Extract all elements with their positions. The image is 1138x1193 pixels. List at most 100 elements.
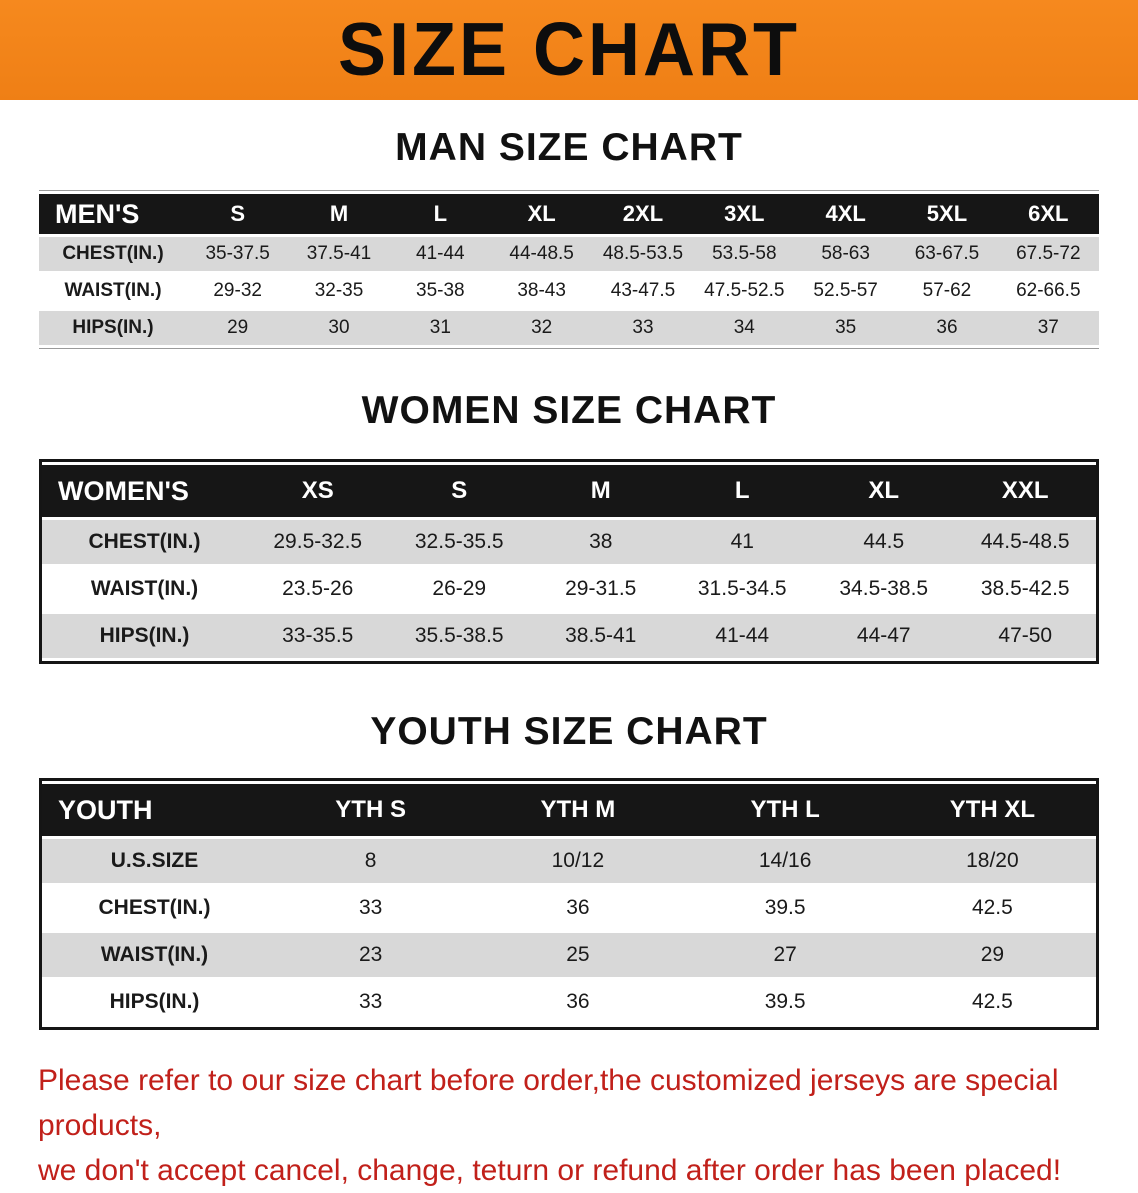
size-value-cell: 63-67.5 [896, 237, 998, 271]
size-column-header: M [288, 194, 390, 234]
size-value-cell: 42.5 [888, 886, 1096, 930]
row-label-cell: WAIST(IN.) [39, 274, 187, 308]
size-column-header: XXL [954, 465, 1096, 517]
size-value-cell: 47.5-52.5 [693, 274, 795, 308]
measurement-row: HIPS(IN.) 33 36 39.5 42.5 [42, 980, 1096, 1024]
row-label-cell: CHEST(IN.) [42, 886, 267, 930]
measurement-row: HIPS(IN.) 29 30 31 32 33 34 35 36 37 [39, 311, 1099, 345]
size-value-cell: 35-37.5 [187, 237, 289, 271]
size-value-cell: 14/16 [681, 839, 889, 883]
size-value-cell: 33 [267, 980, 475, 1024]
header-row: YOUTH YTH S YTH M YTH L YTH XL [42, 784, 1096, 836]
size-value-cell: 31 [389, 311, 491, 345]
row-label-cell: CHEST(IN.) [39, 237, 187, 271]
size-value-cell: 33-35.5 [247, 614, 389, 658]
size-value-cell: 36 [474, 980, 682, 1024]
measurement-row: HIPS(IN.) 33-35.5 35.5-38.5 38.5-41 41-44 44-… [42, 614, 1096, 658]
size-value-cell: 26-29 [388, 567, 530, 611]
size-value-cell: 34 [693, 311, 795, 345]
size-value-cell: 41-44 [671, 614, 813, 658]
size-value-cell: 29.5-32.5 [247, 520, 389, 564]
size-value-cell: 34.5-38.5 [813, 567, 955, 611]
measurement-row: WAIST(IN.) 23.5-26 26-29 29-31.5 31.5-34.5 34… [42, 567, 1096, 611]
size-column-header: L [389, 194, 491, 234]
measurement-row: U.S.SIZE 8 10/12 14/16 18/20 [42, 839, 1096, 883]
size-value-cell: 32-35 [288, 274, 390, 308]
size-value-cell: 38.5-42.5 [954, 567, 1096, 611]
size-value-cell: 35-38 [389, 274, 491, 308]
page-title: SIZE CHART [338, 8, 800, 93]
size-value-cell: 35.5-38.5 [388, 614, 530, 658]
size-value-cell: 23.5-26 [247, 567, 389, 611]
size-column-header: 6XL [997, 194, 1099, 234]
size-column-header: YTH XL [888, 784, 1096, 836]
disclaimer-line-2: we don't accept cancel, change, teturn o… [38, 1154, 1062, 1187]
size-value-cell: 29 [888, 933, 1096, 977]
size-value-cell: 39.5 [681, 886, 889, 930]
size-column-header: 5XL [896, 194, 998, 234]
size-value-cell: 30 [288, 311, 390, 345]
size-value-cell: 44.5-48.5 [954, 520, 1096, 564]
size-value-cell: 52.5-57 [794, 274, 897, 308]
table-title-cell: MEN'S [39, 194, 187, 234]
size-value-cell: 23 [267, 933, 475, 977]
size-value-cell: 35 [794, 311, 897, 345]
size-value-cell: 10/12 [474, 839, 682, 883]
size-value-cell: 62-66.5 [997, 274, 1099, 308]
measurement-row: WAIST(IN.) 29-32 32-35 35-38 38-43 43-47.5 47.… [39, 274, 1099, 308]
size-column-header: 4XL [794, 194, 897, 234]
size-value-cell: 25 [474, 933, 682, 977]
measurement-row: CHEST(IN.) 35-37.5 37.5-41 41-44 44-48.5 48.5… [39, 237, 1099, 271]
disclaimer-line-1: Please refer to our size chart before or… [38, 1064, 1059, 1142]
row-label-cell: CHEST(IN.) [42, 520, 247, 564]
header-row: WOMEN'S XS S M L XL XXL [42, 465, 1096, 517]
size-value-cell: 33 [267, 886, 475, 930]
size-value-cell: 41 [671, 520, 813, 564]
size-value-cell: 32.5-35.5 [388, 520, 530, 564]
size-column-header: 2XL [592, 194, 694, 234]
size-column-header: 3XL [693, 194, 795, 234]
size-value-cell: 67.5-72 [997, 237, 1099, 271]
size-value-cell: 37.5-41 [288, 237, 390, 271]
size-value-cell: 44-48.5 [490, 237, 593, 271]
size-value-cell: 18/20 [888, 839, 1096, 883]
disclaimer: Please refer to our size chart before or… [38, 1058, 1100, 1193]
size-value-cell: 48.5-53.5 [592, 237, 694, 271]
size-value-cell: 39.5 [681, 980, 889, 1024]
size-value-cell: 33 [592, 311, 694, 345]
youth-section: YOUTH SIZE CHART YOUTH YTH S YTH M YTH L YTH… [0, 710, 1138, 1030]
men-section-heading: MAN SIZE CHART [395, 126, 743, 169]
size-value-cell: 29 [187, 311, 289, 345]
table-title-cell: YOUTH [42, 784, 267, 836]
size-value-cell: 32 [490, 311, 593, 345]
size-value-cell: 31.5-34.5 [671, 567, 813, 611]
size-value-cell: 29-32 [187, 274, 289, 308]
women-section-heading: WOMEN SIZE CHART [361, 389, 777, 432]
women-section: WOMEN SIZE CHART WOMEN'S XS S M L XL XXL CHEST(… [0, 389, 1138, 664]
size-value-cell: 53.5-58 [693, 237, 795, 271]
row-label-cell: HIPS(IN.) [39, 311, 187, 345]
size-value-cell: 58-63 [794, 237, 897, 271]
size-value-cell: 38-43 [490, 274, 593, 308]
size-value-cell: 41-44 [389, 237, 491, 271]
size-value-cell: 38 [530, 520, 672, 564]
measurement-row: CHEST(IN.) 33 36 39.5 42.5 [42, 886, 1096, 930]
row-label-cell: HIPS(IN.) [42, 614, 247, 658]
row-label-cell: WAIST(IN.) [42, 933, 267, 977]
measurement-row: WAIST(IN.) 23 25 27 29 [42, 933, 1096, 977]
size-column-header: S [187, 194, 289, 234]
table-title-cell: WOMEN'S [42, 465, 247, 517]
size-column-header: L [671, 465, 813, 517]
men-size-table: MEN'S S M L XL 2XL 3XL 4XL 5XL 6XL CHEST(IN.) 35-37… [39, 190, 1099, 349]
size-column-header: XL [490, 194, 593, 234]
men-section: MAN SIZE CHART MEN'S S M L XL 2XL 3XL 4XL 5XL 6XL… [0, 126, 1138, 349]
row-label-cell: WAIST(IN.) [42, 567, 247, 611]
row-label-cell: HIPS(IN.) [42, 980, 267, 1024]
measurement-row: CHEST(IN.) 29.5-32.5 32.5-35.5 38 41 44.5 44.5… [42, 520, 1096, 564]
size-value-cell: 27 [681, 933, 889, 977]
size-column-header: XL [813, 465, 955, 517]
size-column-header: S [388, 465, 530, 517]
size-value-cell: 29-31.5 [530, 567, 672, 611]
size-value-cell: 42.5 [888, 980, 1096, 1024]
